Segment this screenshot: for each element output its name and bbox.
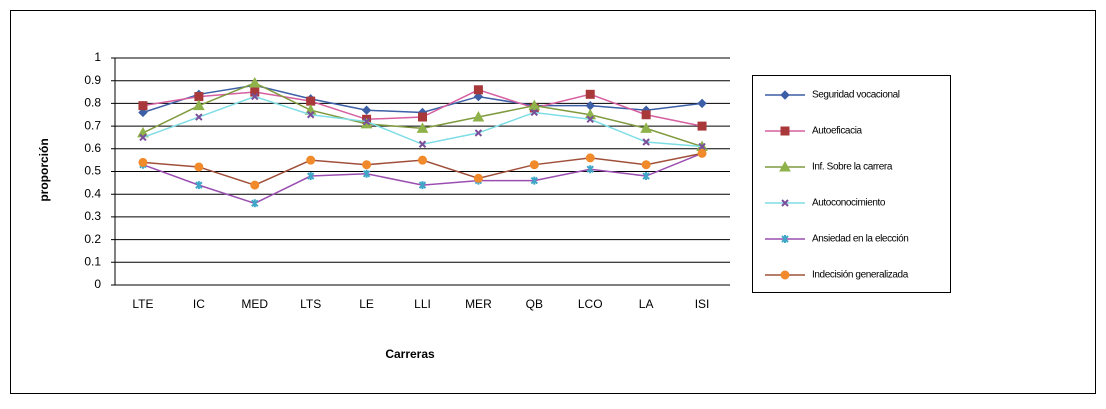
y-axis-title: proporción <box>37 138 51 201</box>
data-point <box>642 172 650 181</box>
data-point <box>530 176 539 185</box>
data-point <box>193 99 205 111</box>
y-tick-label: 0.5 <box>84 164 101 178</box>
data-point <box>473 91 484 102</box>
legend-label: Inf. Sobre la carrera <box>812 162 893 173</box>
data-point <box>418 140 427 148</box>
y-tick-label: 0.1 <box>84 254 101 268</box>
data-point <box>362 160 372 170</box>
y-tick-label: 0.6 <box>84 141 101 155</box>
x-tick-label: LTE <box>132 297 153 311</box>
data-point <box>697 148 707 158</box>
y-tick-label: 0.8 <box>84 96 101 110</box>
data-point <box>640 122 652 133</box>
x-tick-label: MED <box>241 297 268 311</box>
data-point <box>139 133 147 142</box>
x-tick-label: ISI <box>695 297 710 311</box>
data-point <box>251 92 259 101</box>
data-point <box>697 98 707 109</box>
data-point <box>641 160 651 170</box>
data-point <box>306 111 315 119</box>
legend-marker <box>780 90 790 100</box>
legend-label: Seguridad vocacional <box>812 90 900 101</box>
data-point <box>194 162 204 172</box>
y-tick-label: 0.2 <box>84 232 101 246</box>
data-point <box>418 112 427 122</box>
data-point <box>529 160 539 170</box>
legend-label: Autoconocimiento <box>812 198 886 209</box>
y-tick-label: 0.4 <box>84 186 101 200</box>
x-tick-label: LE <box>359 297 374 311</box>
data-point <box>306 155 316 165</box>
y-tick-label: 0 <box>94 277 101 291</box>
legend-marker <box>780 270 790 280</box>
data-point <box>138 157 148 167</box>
data-point <box>250 180 260 190</box>
data-point <box>472 110 485 122</box>
data-point <box>362 169 371 178</box>
y-tick-label: 0.9 <box>84 73 101 87</box>
legend-marker <box>779 160 791 172</box>
data-point <box>473 173 483 183</box>
x-tick-label: MER <box>465 297 492 311</box>
data-point <box>642 138 650 146</box>
data-point <box>586 115 594 123</box>
x-tick-label: LTS <box>300 297 321 311</box>
data-point <box>530 108 539 117</box>
data-point <box>194 92 204 102</box>
y-tick-label: 0.3 <box>84 209 101 223</box>
x-tick-label: IC <box>193 297 205 311</box>
legend-label: Ansiedad en la elección <box>812 234 908 245</box>
data-point <box>585 153 595 163</box>
x-axis-title: Carreras <box>385 347 435 361</box>
x-tick-label: QB <box>526 297 543 311</box>
data-point <box>362 117 371 126</box>
data-point <box>585 89 595 99</box>
y-tick-label: 0.7 <box>84 118 101 132</box>
legend-marker <box>781 199 789 207</box>
y-tick-label: 1 <box>94 50 101 64</box>
data-point <box>473 85 483 95</box>
data-point <box>641 110 651 120</box>
data-point <box>697 121 707 131</box>
legend-label: Indecisión generalizada <box>812 270 909 281</box>
data-point <box>306 96 316 106</box>
data-point <box>138 107 148 118</box>
legend-label: Autoeficacia <box>812 126 863 137</box>
data-point <box>361 105 372 115</box>
legend-box <box>752 75 951 293</box>
legend-marker <box>780 126 790 136</box>
data-point <box>195 181 203 190</box>
x-tick-label: LLI <box>414 297 431 311</box>
data-point <box>248 76 261 88</box>
data-point <box>251 199 259 208</box>
x-tick-label: LCO <box>578 297 603 311</box>
data-point <box>138 101 148 111</box>
data-point <box>416 122 429 133</box>
data-point <box>418 155 427 165</box>
data-point <box>474 129 483 137</box>
data-point <box>195 113 203 121</box>
data-point <box>698 142 706 151</box>
legend-marker <box>781 235 789 243</box>
x-tick-label: LA <box>639 297 654 311</box>
data-point <box>306 172 315 181</box>
data-point <box>528 99 541 111</box>
data-point <box>586 165 594 174</box>
data-point <box>418 181 427 190</box>
